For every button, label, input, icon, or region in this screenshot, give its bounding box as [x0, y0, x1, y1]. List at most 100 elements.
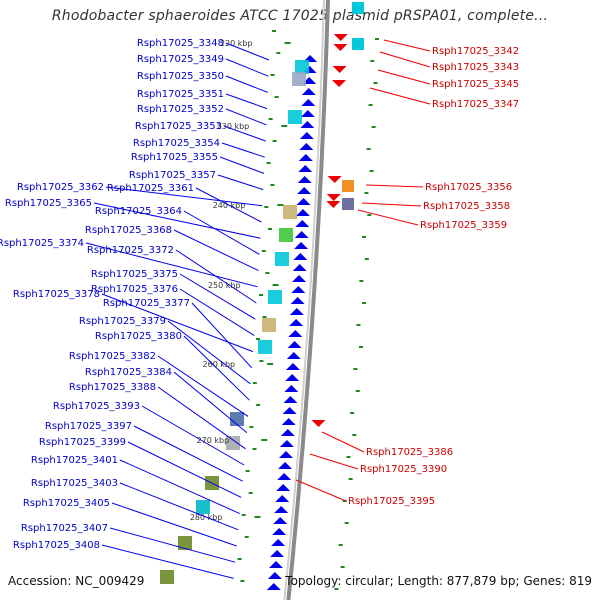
gc-mark [362, 236, 366, 238]
hit-block-outer [352, 2, 364, 14]
backbone-shadow [283, 0, 325, 600]
forward-gene-arrow [279, 440, 294, 447]
gc-mark [262, 316, 267, 318]
backbone-ring [283, 0, 330, 600]
left-leader-line [173, 371, 248, 433]
tick-mark [267, 363, 274, 365]
reverse-gene-arrow [311, 420, 326, 427]
summary-text: Topology: circular; Length: 877,879 bp; … [285, 574, 592, 588]
forward-gene-arrow [276, 484, 291, 491]
forward-gene-arrow [278, 462, 293, 469]
gc-mark [348, 478, 353, 480]
forward-gene-arrow [290, 297, 305, 304]
right-gene-label: Rsph17025_3395 [348, 496, 435, 507]
left-gene-label: Rsph17025_3357 [129, 170, 216, 181]
gc-mark [252, 382, 257, 384]
hit-block [196, 500, 210, 514]
forward-gene-arrow [283, 396, 298, 403]
hit-block-outer [342, 180, 354, 192]
gc-mark [367, 214, 372, 216]
gc-mark [366, 148, 371, 150]
forward-gene-arrow [297, 187, 312, 194]
accession-text: Accession: NC_009429 [8, 574, 145, 588]
gc-mark [268, 228, 272, 230]
right-leader-line [361, 202, 422, 207]
gc-mark [272, 140, 277, 142]
hit-block [279, 228, 293, 242]
left-leader-line [225, 42, 270, 61]
right-leader-line [383, 39, 431, 52]
left-gene-label: Rsph17025_3407 [21, 523, 108, 534]
left-gene-label: Rsph17025_3405 [23, 498, 110, 509]
left-gene-label: Rsph17025_3408 [13, 540, 100, 551]
hit-block [160, 570, 174, 584]
left-gene-label: Rsph17025_3376 [91, 284, 178, 295]
left-leader-line [105, 186, 263, 207]
left-leader-line [225, 108, 267, 126]
gc-mark [362, 302, 366, 304]
hit-block [283, 205, 297, 219]
left-leader-line [225, 93, 268, 110]
left-leader-line [219, 156, 265, 174]
hit-block [262, 318, 276, 332]
right-gene-label: Rsph17025_3358 [423, 201, 510, 212]
left-leader-line [175, 249, 257, 304]
forward-gene-arrow [272, 528, 287, 535]
forward-gene-arrow [292, 264, 307, 271]
left-leader-line [109, 527, 236, 563]
gc-mark [264, 206, 269, 208]
gc-mark [274, 96, 279, 98]
hit-block [275, 252, 289, 266]
right-gene-label: Rsph17025_3342 [432, 46, 519, 57]
gc-mark [268, 118, 273, 120]
hit-block [295, 60, 309, 74]
right-leader-line [295, 479, 347, 502]
gc-mark [241, 514, 246, 516]
gc-mark [276, 52, 281, 54]
left-gene-label: Rsph17025_3379 [79, 316, 166, 327]
gc-mark [256, 338, 260, 340]
forward-gene-arrow [298, 154, 313, 161]
forward-gene-arrow [266, 583, 281, 590]
feature-track [160, 2, 364, 590]
forward-gene-arrow [300, 121, 315, 128]
left-leader-line [195, 187, 262, 223]
reverse-gene-arrow [326, 201, 341, 208]
left-gene-label: Rsph17025_3397 [45, 421, 132, 432]
right-leader-line [369, 87, 431, 105]
tick-mark [284, 42, 291, 44]
right-gene-label: Rsph17025_3345 [432, 79, 519, 90]
gene-labels: Rsph17025_3348 Rsph17025_3349 Rsph17025_33… [0, 38, 519, 551]
gc-mark [359, 280, 364, 282]
gc-mark [259, 360, 264, 362]
gc-mark [261, 250, 266, 252]
map-title: Rhodobacter sphaeroides ATCC 17025 plasm… [51, 8, 549, 24]
forward-gene-arrow [295, 209, 310, 216]
forward-gene-arrow [279, 451, 294, 458]
left-gene-label: Rsph17025_3374 [0, 238, 84, 249]
right-gene-label: Rsph17025_3359 [420, 220, 507, 231]
left-leader-line [141, 405, 245, 466]
left-gene-label: Rsph17025_3350 [137, 71, 224, 82]
right-gene-label: Rsph17025_3390 [360, 464, 447, 475]
left-leader-line [127, 441, 242, 498]
tick-mark [272, 284, 279, 286]
backbone-line [286, 0, 330, 600]
hit-block [230, 412, 244, 426]
right-leader-line [309, 453, 359, 470]
left-leader-line [157, 386, 246, 450]
gc-mark [364, 192, 369, 194]
gc-mark [245, 470, 250, 472]
tick-label: 250 kbp [208, 281, 241, 290]
left-gene-label: Rsph17025_3375 [91, 269, 178, 280]
left-leader-line [101, 544, 234, 579]
reverse-gene-arrow [332, 66, 347, 73]
gc-mark [355, 390, 360, 392]
left-leader-line [217, 174, 264, 191]
left-gene-label: Rsph17025_3364 [95, 206, 182, 217]
forward-gene-arrow [300, 110, 315, 117]
hit-block [268, 290, 282, 304]
gc-mark [338, 544, 343, 546]
left-leader-line [223, 125, 266, 142]
tick-mark [261, 439, 268, 441]
